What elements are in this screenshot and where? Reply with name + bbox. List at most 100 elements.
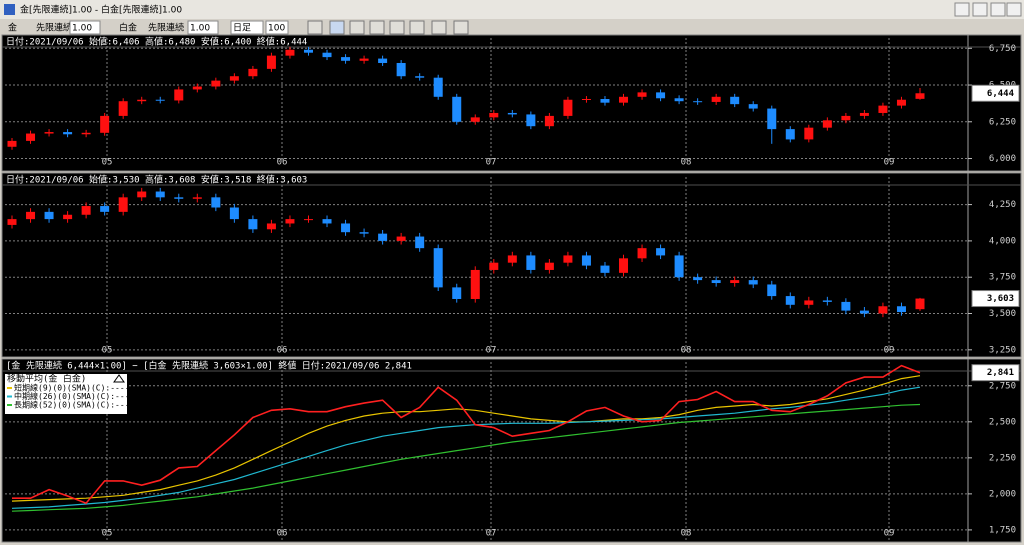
- toolbar-label[interactable]: 100: [268, 24, 285, 34]
- restore-button[interactable]: [954, 2, 970, 17]
- toolbar-label[interactable]: 1.00: [72, 24, 92, 34]
- toolbar-label[interactable]: 1.00: [190, 24, 210, 34]
- panel-header: 日付:2021/09/06 始値:6,406 高値:6,480 安値:6,400…: [6, 36, 307, 48]
- candle-body: [81, 132, 91, 135]
- candle-body: [767, 284, 777, 297]
- candle-body: [303, 219, 313, 221]
- candle-body: [637, 92, 647, 97]
- candle-body: [211, 80, 221, 87]
- candle-body: [656, 92, 666, 99]
- candle-body: [63, 132, 73, 135]
- panel-header: 日付:2021/09/06 始値:3,530 高値:3,608 安値:3,518…: [6, 174, 307, 186]
- y-tick-label: 4,000: [989, 236, 1016, 246]
- candle-body: [489, 262, 499, 270]
- candle-body: [656, 248, 666, 256]
- candle-body: [26, 211, 36, 220]
- candle-body: [563, 255, 573, 263]
- x-tick-label: 07: [486, 529, 497, 539]
- candle-body: [118, 197, 128, 212]
- toolbar-label: 先限連続: [148, 22, 184, 34]
- legend-title: 移動平均(金 白金): [7, 373, 86, 385]
- x-tick-label: 05: [102, 158, 113, 168]
- candle-body: [785, 296, 795, 305]
- y-tick-label: 2,250: [989, 453, 1016, 463]
- candle-body: [192, 197, 202, 199]
- candle-body: [748, 280, 758, 285]
- candle-body: [693, 101, 703, 103]
- y-tick-label: 6,000: [989, 154, 1016, 164]
- candle-body: [433, 248, 443, 288]
- toolbar-label: 白金: [119, 22, 137, 34]
- toolbar-label[interactable]: 日足: [233, 23, 251, 34]
- candle-body: [285, 49, 295, 56]
- last-value-label: 6,444: [987, 89, 1015, 99]
- y-tick-label: 3,250: [989, 345, 1016, 355]
- panel-background: [1, 34, 1022, 172]
- tool-icon[interactable]: [329, 20, 345, 35]
- toolbar-field[interactable]: [265, 20, 289, 35]
- tool-icon[interactable]: [369, 20, 385, 35]
- x-tick-label: 06: [277, 346, 288, 356]
- charts: 6,0006,2506,5006,7500506070809日付:2021/09…: [1, 34, 1022, 543]
- y-tick-label: 3,750: [989, 273, 1016, 283]
- tool-icon[interactable]: [431, 20, 447, 35]
- candle-body: [619, 96, 629, 103]
- ma-line: [11, 403, 921, 512]
- candle-body: [248, 219, 258, 230]
- toolbar-label: 先限連続: [36, 22, 72, 34]
- candle-body: [415, 76, 425, 78]
- last-value-label: 2,841: [987, 368, 1014, 378]
- candle-body: [192, 86, 202, 90]
- tool-icon[interactable]: [349, 20, 365, 35]
- candle-body: [619, 258, 629, 273]
- tool-icon[interactable]: [307, 20, 323, 35]
- legend-collapse-icon[interactable]: [113, 374, 125, 383]
- candle-body: [229, 76, 239, 81]
- toolbar-field[interactable]: [187, 20, 219, 35]
- candle-body: [174, 89, 184, 101]
- close-button[interactable]: [1006, 2, 1022, 17]
- candle-body: [452, 96, 462, 122]
- last-value-box: [971, 84, 1020, 102]
- x-tick-label: 09: [884, 346, 895, 356]
- candle-body: [396, 62, 406, 77]
- candle-body: [563, 99, 573, 116]
- panel-background: [1, 172, 1022, 358]
- tool-icon[interactable]: [409, 20, 425, 35]
- candle-body: [822, 300, 832, 302]
- candle-body: [581, 255, 591, 266]
- candle-body: [581, 99, 591, 100]
- y-tick-label: 2,750: [989, 381, 1016, 391]
- candle-body: [174, 197, 184, 199]
- spread-line: [12, 364, 921, 505]
- candle-body: [433, 77, 443, 97]
- candle-body: [266, 223, 276, 230]
- tool-icon[interactable]: [389, 20, 405, 35]
- y-tick-label: 6,250: [989, 117, 1016, 127]
- candle-body: [748, 104, 758, 109]
- candle-body: [359, 232, 369, 234]
- maximize-button[interactable]: [990, 2, 1006, 17]
- candle-body: [322, 219, 332, 224]
- last-value-box: [971, 364, 1020, 382]
- candle-body: [878, 105, 888, 113]
- candle-body: [452, 287, 462, 299]
- candle-body: [359, 58, 369, 61]
- minimize-button[interactable]: [972, 2, 988, 17]
- candle-body: [266, 55, 276, 69]
- x-tick-label: 06: [277, 529, 288, 539]
- candle-body: [711, 96, 721, 102]
- toolbar-field[interactable]: [230, 20, 264, 35]
- candle-body: [526, 255, 536, 270]
- candle-body: [303, 49, 313, 53]
- x-tick-label: 06: [277, 158, 288, 168]
- candle-body: [507, 112, 517, 115]
- panel-background: [1, 358, 1022, 543]
- candle-body: [822, 120, 832, 128]
- tool-icon[interactable]: [453, 20, 469, 35]
- candle-body: [730, 280, 740, 284]
- candle-body: [674, 255, 684, 278]
- toolbar-field[interactable]: [69, 20, 101, 35]
- candle-body: [785, 129, 795, 140]
